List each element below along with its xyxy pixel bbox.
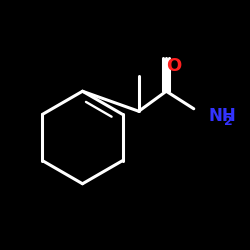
Text: 2: 2 xyxy=(224,115,232,128)
Text: O: O xyxy=(166,57,182,75)
Text: NH: NH xyxy=(209,107,236,125)
